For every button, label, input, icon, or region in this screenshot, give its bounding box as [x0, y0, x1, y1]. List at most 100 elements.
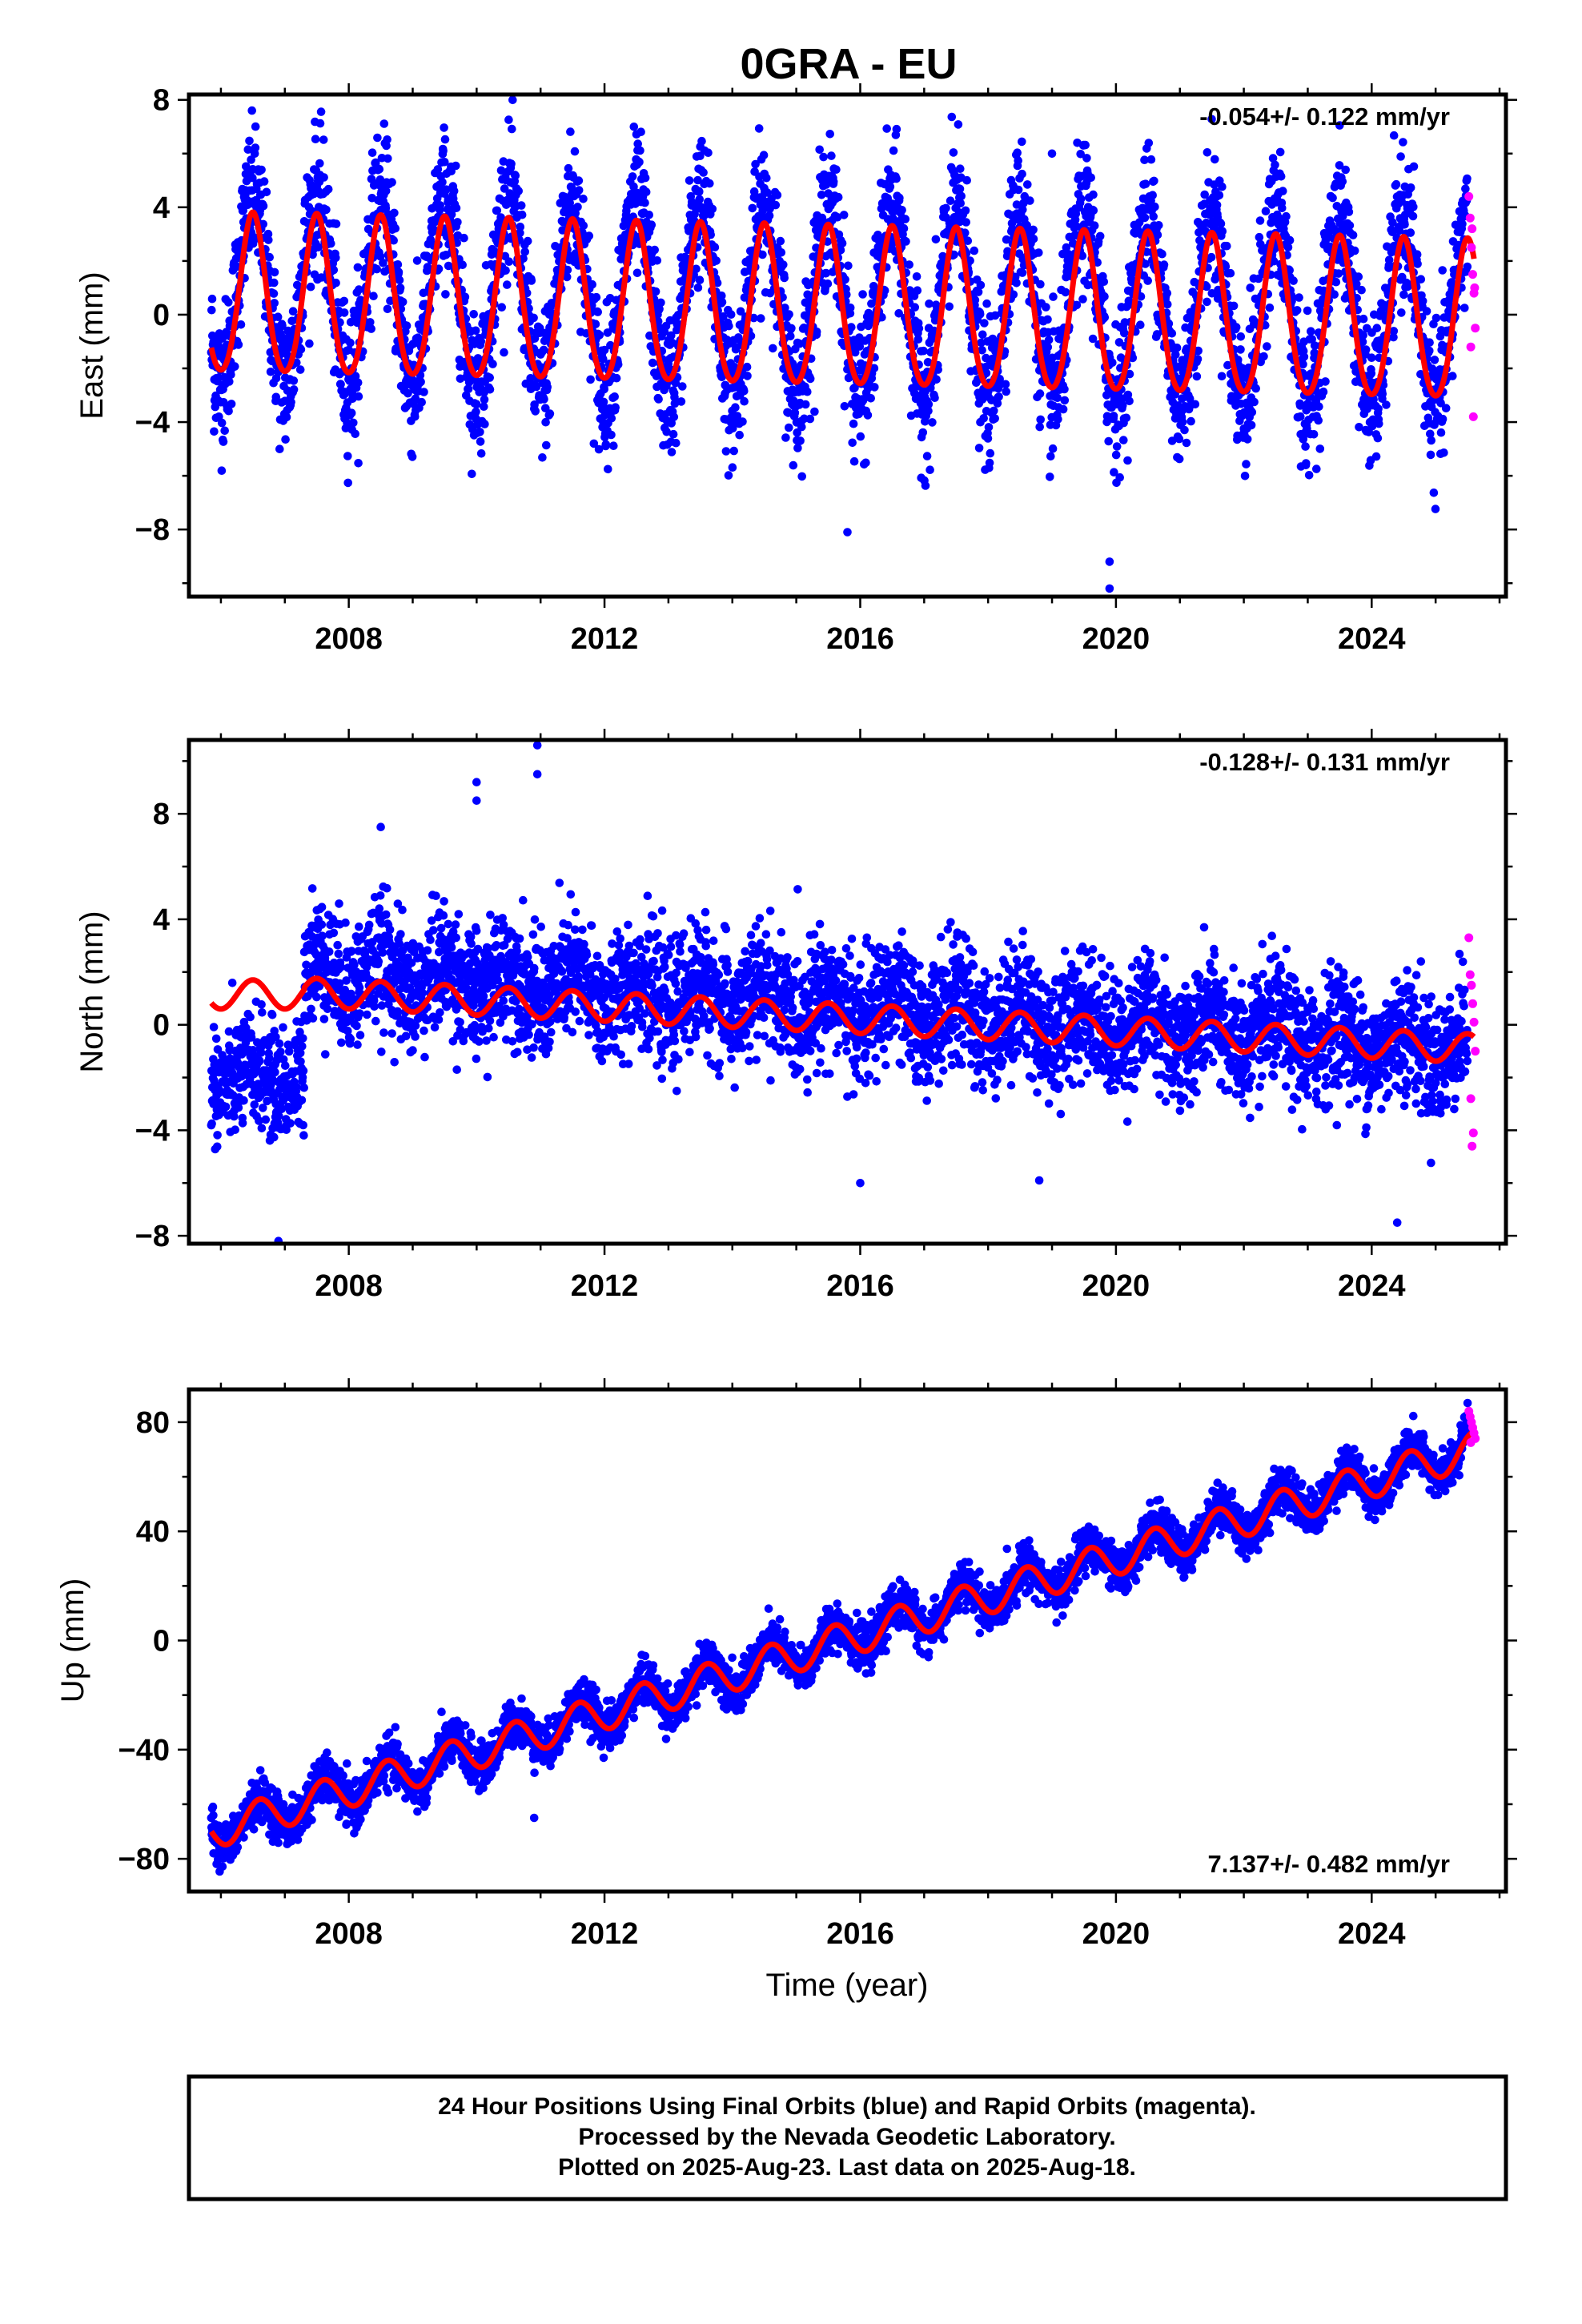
final-orbit-point: [856, 432, 865, 441]
final-orbit-point: [990, 406, 998, 416]
plot-area: [207, 741, 1480, 1244]
final-orbit-point: [1373, 433, 1383, 443]
final-orbit-point: [1191, 400, 1200, 409]
rapid-orbit-point: [1464, 191, 1474, 201]
final-orbit-point: [584, 231, 594, 240]
final-orbit-point: [983, 434, 993, 443]
final-orbit-point: [1104, 436, 1113, 446]
final-orbit-point: [918, 428, 928, 437]
final-orbit-point: [763, 188, 772, 197]
final-orbit-point: [395, 275, 404, 285]
final-orbit-point: [719, 312, 728, 321]
final-orbit-point: [251, 122, 260, 131]
final-orbit-point: [275, 444, 284, 453]
final-orbit-point: [901, 215, 910, 223]
final-orbit-point: [588, 279, 596, 289]
final-orbit-point: [817, 191, 826, 199]
final-orbit-point: [859, 395, 868, 404]
final-orbit-point: [924, 400, 934, 409]
final-orbit-point: [697, 136, 706, 146]
final-orbit-point: [712, 256, 721, 265]
final-orbit-point: [947, 112, 957, 122]
final-orbit-point: [599, 355, 608, 364]
final-orbit-point: [645, 331, 654, 340]
final-orbit-point: [501, 266, 510, 275]
final-orbit-point: [591, 320, 600, 329]
final-orbit-point: [207, 1119, 216, 1128]
final-orbit-point: [931, 235, 941, 244]
final-orbit-point: [375, 252, 385, 261]
final-orbit-point: [468, 469, 476, 479]
final-orbit-point: [978, 330, 987, 340]
final-orbit-point: [1436, 428, 1446, 437]
final-orbit-point: [225, 377, 234, 386]
final-orbit-point: [1061, 287, 1070, 297]
final-orbit-point: [571, 209, 580, 218]
final-orbit-point: [839, 211, 849, 219]
final-orbit-point: [1426, 450, 1435, 460]
final-orbit-point: [279, 1023, 287, 1032]
final-orbit-point: [257, 1124, 267, 1133]
final-orbit-point: [1014, 185, 1023, 195]
final-orbit-point: [412, 256, 422, 265]
final-orbits-series: [207, 95, 1472, 593]
final-orbit-point: [1441, 404, 1451, 412]
final-orbit-point: [295, 365, 305, 374]
final-orbit-point: [523, 236, 532, 246]
final-orbit-point: [1149, 212, 1158, 221]
x-tick-label: 2020: [1082, 622, 1150, 656]
final-orbit-point: [299, 1120, 308, 1130]
final-orbit-point: [574, 186, 584, 195]
final-orbit-point: [607, 413, 616, 423]
final-orbit-point: [1247, 408, 1257, 417]
final-orbit-point: [962, 218, 970, 227]
final-orbit-point: [695, 187, 704, 196]
final-orbit-point: [827, 151, 836, 160]
final-orbit-point: [1186, 416, 1195, 426]
final-orbit-point: [740, 386, 749, 396]
y-tick-label: −8: [135, 513, 170, 547]
final-orbit-point: [207, 305, 216, 315]
final-orbit-point: [1391, 179, 1401, 189]
final-orbit-point: [1046, 472, 1054, 481]
final-orbit-point: [1042, 303, 1050, 312]
final-orbit-point: [1408, 211, 1418, 221]
final-orbit-point: [1081, 140, 1090, 150]
final-orbit-point: [289, 376, 299, 385]
final-orbit-point: [717, 372, 726, 382]
final-orbit-point: [1439, 448, 1448, 457]
final-orbit-point: [1295, 293, 1303, 302]
final-orbit-point: [861, 458, 870, 468]
final-orbit-point: [708, 204, 717, 214]
final-orbit-point: [472, 400, 481, 409]
final-orbit-point: [757, 314, 765, 323]
final-orbit-point: [738, 417, 747, 426]
final-orbit-point: [1218, 182, 1227, 191]
final-orbit-point: [1001, 380, 1010, 389]
final-orbit-point: [1082, 154, 1091, 163]
final-orbit-point: [255, 1056, 264, 1065]
final-orbit-point: [224, 406, 233, 416]
final-orbit-point: [379, 119, 389, 128]
final-orbit-point: [771, 200, 781, 210]
final-orbit-point: [411, 412, 420, 421]
final-orbit-point: [1371, 452, 1381, 461]
final-orbit-point: [1049, 292, 1058, 301]
final-orbit-point: [633, 139, 642, 148]
rapid-orbit-point: [1468, 412, 1478, 421]
final-orbit-point: [276, 1047, 285, 1056]
final-orbit-point: [1431, 505, 1440, 513]
final-orbit-point: [500, 348, 508, 357]
final-orbit-point: [1427, 436, 1435, 445]
final-orbit-point: [248, 173, 257, 183]
final-orbit-point: [672, 438, 681, 448]
final-orbit-point: [669, 412, 679, 421]
final-orbit-point: [507, 159, 516, 168]
final-orbit-point: [538, 453, 547, 462]
final-orbit-point: [850, 383, 859, 392]
final-orbit-point: [1345, 221, 1355, 230]
final-orbit-point: [847, 323, 856, 332]
final-orbit-point: [343, 478, 353, 488]
final-orbit-point: [1315, 444, 1325, 453]
